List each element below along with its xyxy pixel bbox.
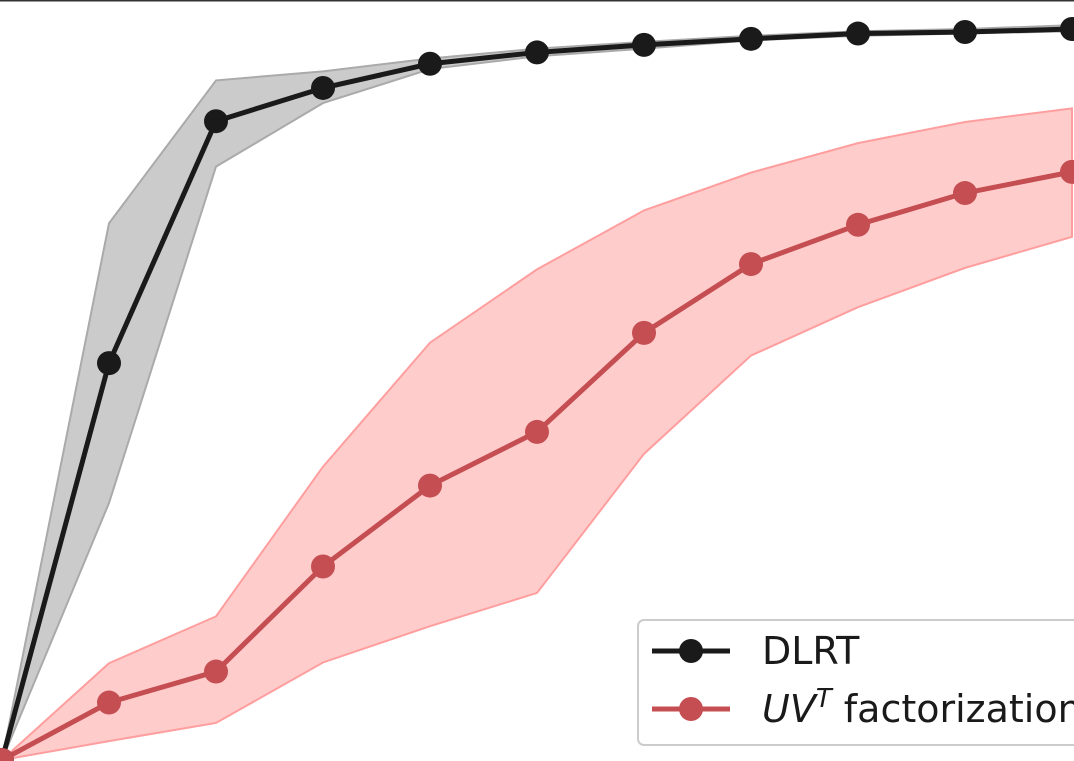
legend-swatch-dlrt-marker [679, 639, 703, 663]
data-point-uvt-0 [0, 748, 14, 761]
data-point-uvt-2 [204, 659, 228, 684]
data-point-uvt-9 [953, 181, 977, 206]
data-point-dlrt-7 [739, 26, 763, 51]
legend-frame [637, 619, 1074, 746]
data-point-dlrt-8 [846, 21, 870, 46]
legend-swatch-uvt-marker [679, 697, 703, 721]
legend-label-uvt-suffix: factorization [832, 687, 1074, 731]
legend-label-uvt-base: UV [762, 687, 819, 731]
legend: DLRT UVT factorization [637, 619, 1074, 746]
data-point-dlrt-10 [1060, 17, 1074, 41]
data-point-uvt-3 [311, 554, 335, 579]
data-point-dlrt-2 [204, 109, 228, 134]
data-point-uvt-4 [418, 473, 442, 498]
data-point-uvt-10 [1060, 159, 1074, 184]
legend-label-dlrt: DLRT [762, 629, 860, 673]
data-point-uvt-6 [632, 320, 656, 345]
data-point-uvt-7 [739, 252, 763, 277]
legend-label-uvt: UVT factorization [762, 684, 1074, 731]
data-point-dlrt-6 [632, 32, 656, 57]
data-point-uvt-5 [525, 419, 549, 444]
legend-label-uvt-sup: T [816, 684, 834, 714]
data-point-dlrt-9 [953, 20, 977, 45]
data-point-dlrt-5 [525, 40, 549, 65]
data-point-dlrt-4 [418, 51, 442, 76]
series-points [0, 17, 1074, 761]
data-point-dlrt-1 [97, 351, 121, 376]
data-point-uvt-8 [846, 212, 870, 237]
data-point-dlrt-3 [311, 75, 335, 100]
data-point-uvt-1 [97, 690, 121, 715]
